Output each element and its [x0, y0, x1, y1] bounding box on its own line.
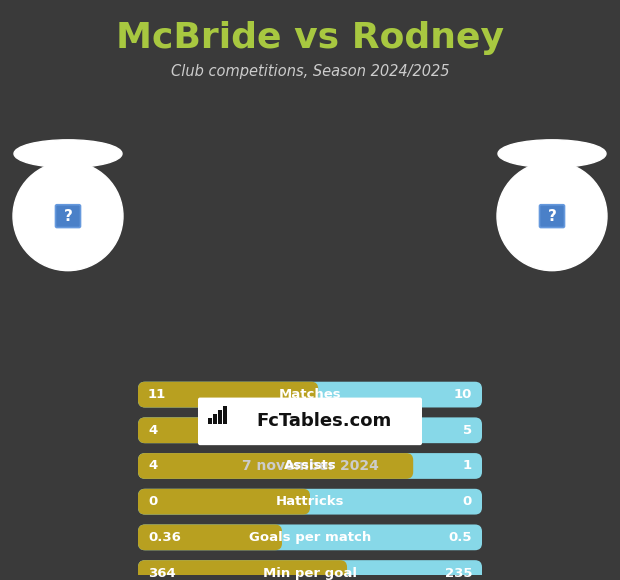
Text: 0: 0: [463, 495, 472, 508]
FancyBboxPatch shape: [138, 453, 482, 479]
Text: Assists: Assists: [284, 459, 336, 473]
Text: FcTables.com: FcTables.com: [257, 412, 392, 430]
FancyBboxPatch shape: [198, 397, 422, 445]
FancyBboxPatch shape: [138, 524, 482, 550]
Text: 11: 11: [148, 388, 166, 401]
FancyBboxPatch shape: [138, 489, 310, 514]
Circle shape: [13, 162, 123, 271]
Text: 4: 4: [148, 424, 157, 437]
Bar: [208, 418, 212, 425]
Text: ?: ?: [547, 209, 556, 224]
FancyBboxPatch shape: [138, 524, 282, 550]
Text: 1: 1: [463, 459, 472, 473]
FancyBboxPatch shape: [56, 205, 81, 227]
Ellipse shape: [14, 140, 122, 168]
Text: 4: 4: [148, 459, 157, 473]
Circle shape: [497, 162, 607, 271]
Text: 0.36: 0.36: [148, 531, 181, 544]
FancyBboxPatch shape: [138, 418, 482, 443]
Text: 7 november 2024: 7 november 2024: [242, 459, 378, 473]
FancyBboxPatch shape: [138, 418, 291, 443]
FancyBboxPatch shape: [539, 205, 564, 227]
FancyBboxPatch shape: [138, 382, 482, 408]
Text: Min per goal: Min per goal: [263, 567, 357, 579]
Text: 0.5: 0.5: [448, 531, 472, 544]
Text: Matches: Matches: [278, 388, 342, 401]
FancyBboxPatch shape: [138, 560, 347, 580]
FancyBboxPatch shape: [138, 453, 413, 479]
Text: 10: 10: [454, 388, 472, 401]
Bar: [213, 415, 217, 425]
Bar: [218, 411, 222, 425]
Text: 0: 0: [148, 495, 157, 508]
FancyBboxPatch shape: [138, 489, 482, 514]
Ellipse shape: [498, 140, 606, 168]
Text: Club competitions, Season 2024/2025: Club competitions, Season 2024/2025: [170, 64, 450, 79]
Text: Goals: Goals: [289, 424, 331, 437]
Text: Goals per match: Goals per match: [249, 531, 371, 544]
FancyBboxPatch shape: [138, 560, 482, 580]
FancyBboxPatch shape: [138, 382, 318, 408]
Bar: [223, 407, 227, 425]
Text: 5: 5: [463, 424, 472, 437]
Text: McBride vs Rodney: McBride vs Rodney: [116, 21, 504, 55]
Text: 364: 364: [148, 567, 175, 579]
Text: ?: ?: [64, 209, 73, 224]
Text: Hattricks: Hattricks: [276, 495, 344, 508]
Text: 235: 235: [445, 567, 472, 579]
